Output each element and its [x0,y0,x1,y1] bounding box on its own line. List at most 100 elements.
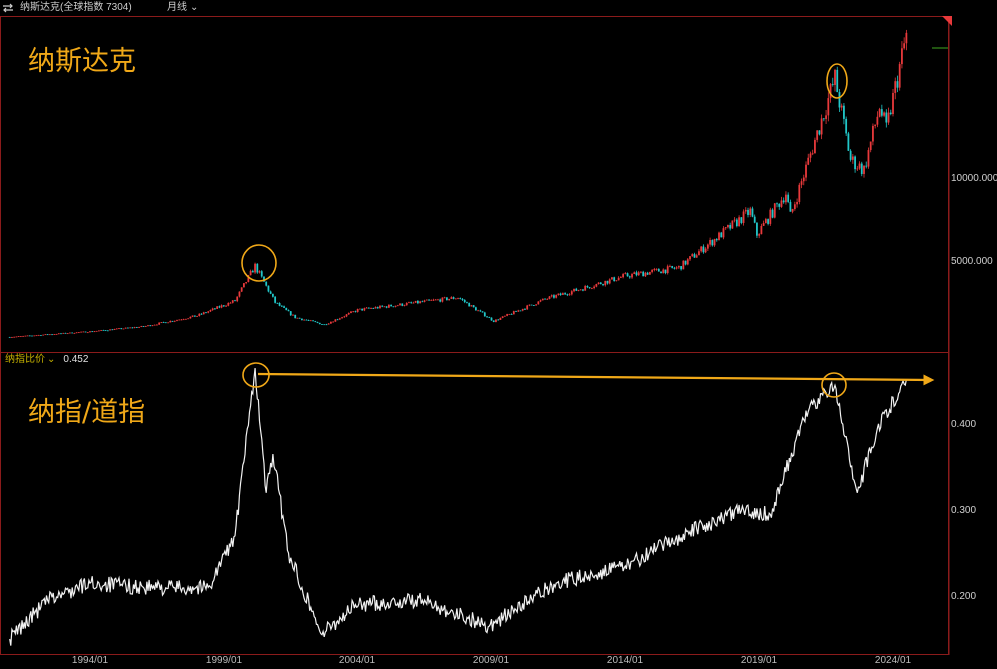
candle [711,239,714,247]
candle-body [570,291,573,295]
candle [296,317,299,319]
candle-body [872,125,874,142]
candle [590,287,593,290]
candle [682,260,685,270]
candle-body [350,311,352,313]
candle [548,295,551,300]
subchart-name[interactable]: 纳指比价 [5,354,45,365]
candle [64,332,67,334]
candle-body [265,281,268,286]
candle-body [127,327,129,329]
candle [381,305,384,308]
candle-body [626,273,629,277]
candle [71,332,74,334]
candle [820,114,823,140]
candle-body [220,305,223,308]
candle [231,300,234,304]
candle [481,311,484,313]
candle [44,334,47,336]
candle [80,331,82,333]
candle-body [764,219,767,224]
candle-body [466,302,468,303]
candle-body [457,298,459,299]
candle-body [749,208,752,215]
candle [445,297,448,301]
candle [796,198,798,208]
candle-body [439,299,442,302]
candle-body [662,269,665,274]
candle [756,222,758,239]
candle-body [383,306,386,308]
candle [356,308,359,313]
candle-body [231,300,234,303]
candle-body [142,326,145,327]
candle [109,329,111,331]
highlight-circle-2000-price [241,244,277,282]
candle-body [35,335,38,337]
candle [466,301,468,304]
candle [164,322,167,324]
candle [903,37,906,50]
candle-body [700,246,703,252]
candle-body [693,254,696,258]
period-selector[interactable]: 月线 [167,2,187,13]
candle-body [840,105,843,108]
candle-body [200,313,203,315]
candle [292,314,294,316]
candle-body [811,153,814,155]
candle-body [880,109,883,116]
candle [102,329,105,331]
chevron-down-icon[interactable]: ⌄ [47,354,56,365]
candle-body [524,308,526,310]
candle-body [189,316,192,319]
candle [532,304,535,306]
candle [715,238,718,242]
candle-body [793,204,796,210]
candle-body [147,325,149,327]
candle [450,296,453,299]
candle [341,316,343,319]
candle [135,326,138,329]
candle-body [490,317,493,321]
candle-body [651,270,653,272]
candle [118,327,120,330]
candle-body [843,105,845,119]
candle [843,102,845,125]
chevron-down-icon[interactable]: ⌄ [190,2,199,13]
candle-body [883,112,885,116]
candle-body [193,315,196,317]
candle [22,335,24,337]
candle [492,320,495,323]
candle [276,302,279,304]
candle [474,306,477,311]
candle-body [182,319,185,321]
candle [727,224,729,229]
candle [753,214,756,224]
candle-body [86,332,89,334]
candle [854,155,856,173]
candle-body [704,248,707,253]
candle [93,330,96,333]
candle-body [577,289,580,291]
candle-body [390,304,393,307]
nasdaq-annotation: 纳斯达克 [28,46,136,77]
candle [622,272,625,279]
candle [334,319,337,322]
candle [69,332,71,334]
candle [396,304,399,307]
candle [602,283,604,287]
candle [452,296,455,300]
candle-body [334,319,337,322]
candle-body [847,133,850,151]
candle-body [91,331,94,333]
ratio-annotation: 纳指/道指 [28,397,146,428]
candle-body [205,312,207,314]
candle-body [330,321,332,324]
candle [787,192,790,204]
chart-switch-icon[interactable] [2,3,14,13]
candle-body [75,332,78,334]
candle-body [269,291,272,294]
candle-body [597,282,600,285]
candle [593,285,596,290]
candle-body [53,334,56,335]
